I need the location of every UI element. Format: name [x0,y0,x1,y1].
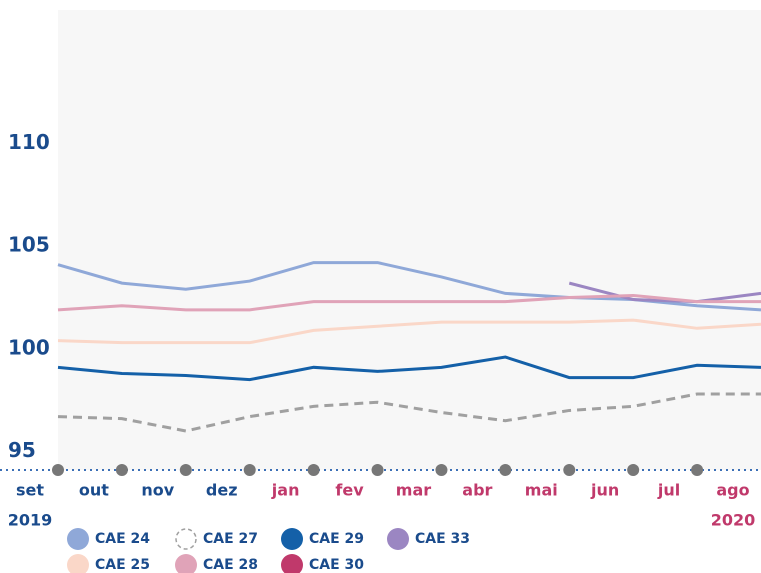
x-tick-label: nov [141,481,174,500]
y-tick-label: 95 [8,438,36,462]
category-dot [52,464,64,476]
year-label: 2020 [711,511,756,530]
legend-swatch [67,528,89,550]
y-tick-label: 100 [8,335,50,359]
x-tick-label: abr [462,481,492,500]
category-dot [435,464,448,476]
legend-label: CAE 28 [203,557,258,573]
legend-label: CAE 27 [203,531,258,547]
series-line [57,318,761,345]
x-tick-label: set [16,481,44,500]
category-dot [627,464,640,476]
category-dot [115,464,128,476]
legend-swatch [175,554,197,573]
legend-swatch [281,554,303,573]
y-tick-label: 105 [8,233,50,257]
x-tick-label: jan [271,481,300,500]
x-tick-label: mai [525,481,558,500]
legend-swatch [175,528,197,550]
x-tick-label: out [79,481,109,500]
legend-label: CAE 24 [95,531,150,547]
legend-label: CAE 33 [415,531,470,547]
series-line [568,281,761,304]
series-line [57,355,761,382]
category-dot [691,464,704,476]
category-dot [179,464,192,476]
category-dot [563,464,576,476]
legend-label: CAE 29 [309,531,364,547]
category-dot [243,464,256,476]
category-dot [499,464,512,476]
series-line [57,392,761,433]
y-tick-label: 110 [8,130,50,154]
x-tick-label: dez [206,481,238,500]
category-dot [307,464,320,476]
legend-swatch [67,554,89,573]
category-dot [371,464,384,476]
x-tick-label: fev [335,481,364,500]
year-label: 2019 [8,511,53,530]
plot-area [58,10,761,470]
x-tick-label: mar [396,481,431,500]
x-tick-label: ago [716,481,749,500]
legend-swatch [387,528,409,550]
x-tick-label: jun [590,481,619,500]
series-line [57,293,761,312]
legend-swatch [281,528,303,550]
legend-label: CAE 30 [309,557,364,573]
legend-label: CAE 25 [95,557,150,573]
x-tick-label: jul [657,481,680,500]
